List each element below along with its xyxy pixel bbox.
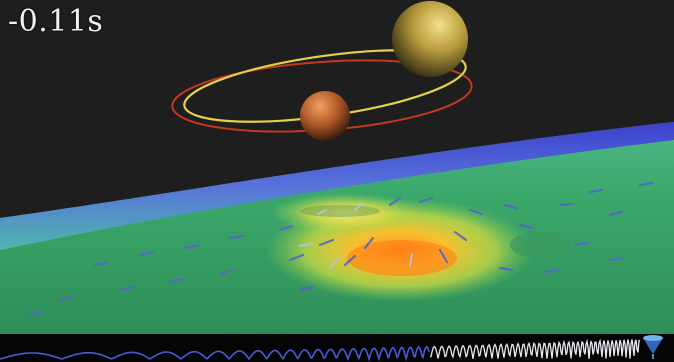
large-body xyxy=(392,1,468,77)
binary-orbit-system xyxy=(171,1,473,141)
spacetime-surface xyxy=(0,122,674,334)
small-body xyxy=(300,91,350,141)
flow-vectors xyxy=(28,181,654,317)
surface-edge-glow xyxy=(0,122,674,250)
waveform-chirp xyxy=(429,338,641,360)
cone-logo-icon xyxy=(643,335,663,359)
waveform-strip xyxy=(0,334,674,362)
time-readout: -0.11s xyxy=(8,4,104,39)
waveform-early xyxy=(0,346,430,362)
